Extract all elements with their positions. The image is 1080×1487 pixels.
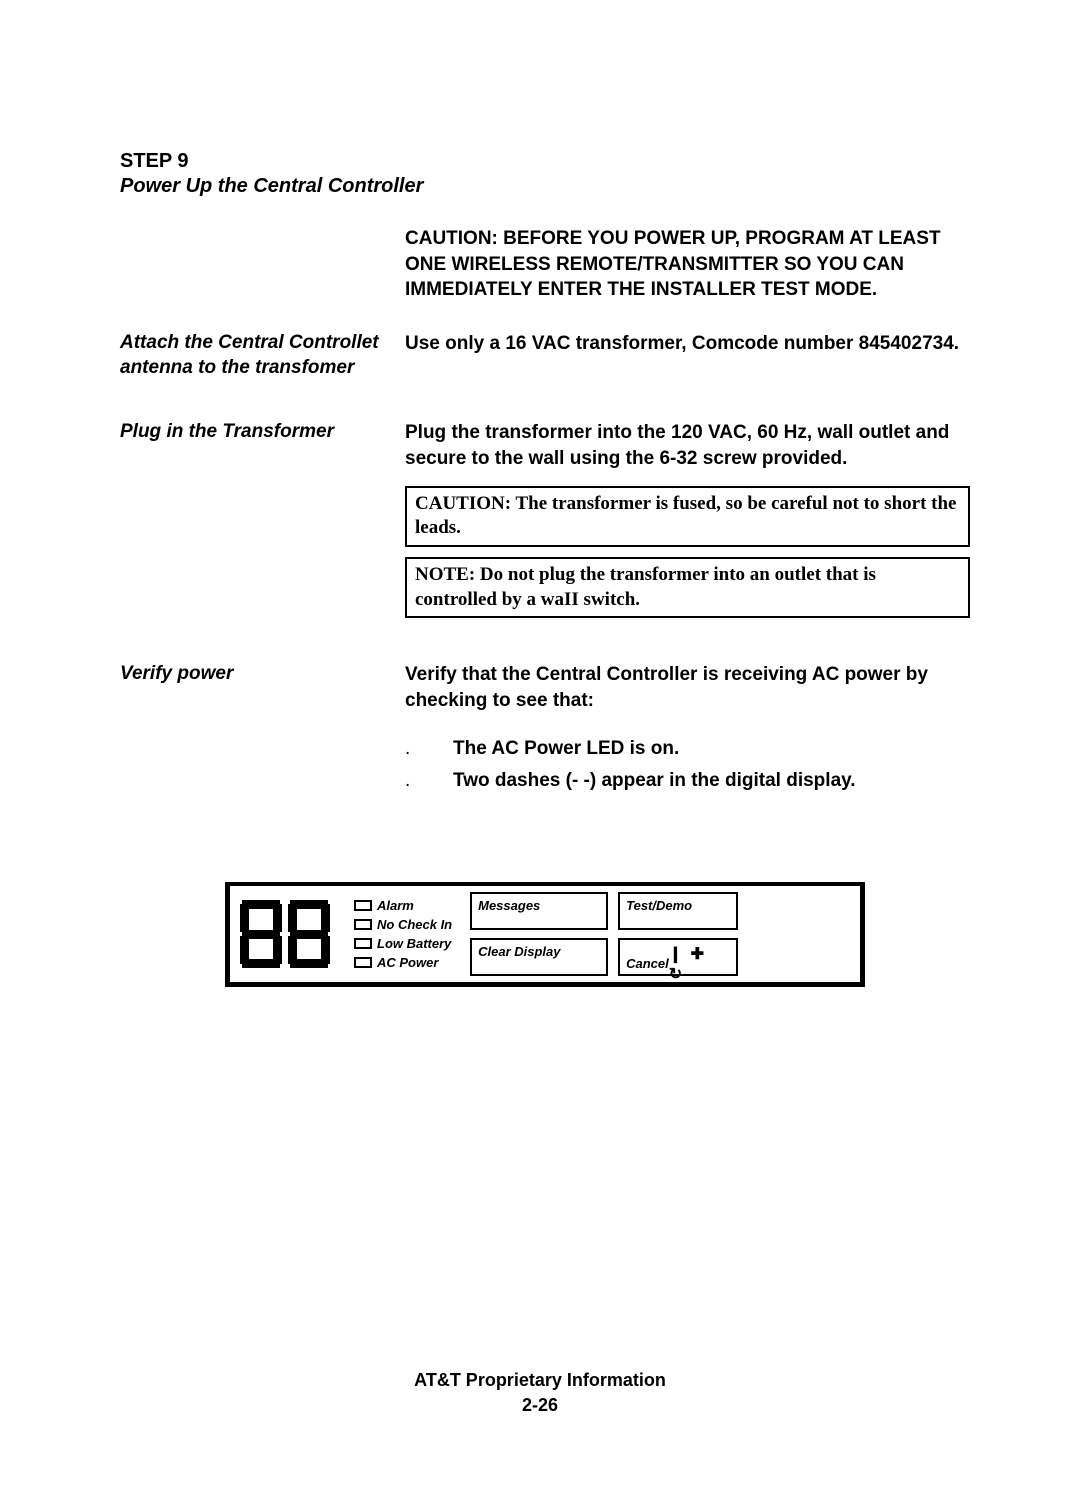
led-label: Alarm [377,898,414,913]
seven-segment-digit [288,900,330,968]
bullet-dot: . [405,770,453,792]
button-column: Messages Test/Demo Clear Display Cancel … [470,892,738,976]
led-label: AC Power [377,955,438,970]
footer-line2: 2-26 [0,1393,1080,1417]
led-label: Low Battery [377,936,451,951]
led-icon [354,957,372,968]
bullet-text: Two dashes (- -) appear in the digital d… [453,770,970,792]
caution-top: CAUTION: BEFORE YOU POWER UP, PROGRAM AT… [405,226,970,303]
page: STEP 9 Power Up the Central Controller C… [0,0,1080,1487]
led-column: Alarm No Check In Low Battery AC Power [354,898,452,970]
cancel-button[interactable]: Cancel ❙ ✚ ↻ [618,938,738,976]
verify-text: Verify that the Central Controller is re… [405,662,970,713]
testdemo-button[interactable]: Test/Demo [618,892,738,930]
plug-caution-box: CAUTION: The transformer is fused, so be… [405,486,970,547]
list-item: . Two dashes (- -) appear in the digital… [405,770,970,792]
device-inner: Alarm No Check In Low Battery AC Power M… [238,892,852,976]
cancel-glyphs-icon: ❙ ✚ ↻ [669,944,726,984]
led-row: No Check In [354,917,452,932]
messages-button[interactable]: Messages [470,892,608,930]
verify-label: Verify power [120,662,405,713]
cancel-label: Cancel [626,956,669,971]
led-row: Low Battery [354,936,452,951]
digital-display [240,900,330,968]
device-panel: Alarm No Check In Low Battery AC Power M… [225,882,865,987]
clear-display-button[interactable]: Clear Display [470,938,608,976]
seven-segment-digit [240,900,282,968]
led-icon [354,938,372,949]
led-row: AC Power [354,955,452,970]
plug-text: Plug the transformer into the 120 VAC, 6… [405,420,970,471]
verify-bullets: . The AC Power LED is on. . Two dashes (… [405,738,970,792]
footer-line1: AT&T Proprietary Information [0,1368,1080,1392]
bullet-text: The AC Power LED is on. [453,738,970,760]
led-row: Alarm [354,898,452,913]
led-icon [354,900,372,911]
verify-row: Verify power Verify that the Central Con… [120,662,970,713]
plug-text-col: Plug the transformer into the 120 VAC, 6… [405,420,970,618]
list-item: . The AC Power LED is on. [405,738,970,760]
plug-row: Plug in the Transformer Plug the transfo… [120,420,970,618]
plug-label: Plug in the Transformer [120,420,405,618]
bullet-dot: . [405,738,453,760]
page-footer: AT&T Proprietary Information 2-26 [0,1368,1080,1417]
step-heading: STEP 9 [120,150,970,173]
attach-row: Attach the Central Controllet antenna to… [120,331,970,380]
attach-text: Use only a 16 VAC transformer, Comcode n… [405,331,970,380]
led-label: No Check In [377,917,452,932]
led-icon [354,919,372,930]
step-subtitle: Power Up the Central Controller [120,175,970,198]
plug-note-box: NOTE: Do not plug the transformer into a… [405,557,970,618]
attach-label: Attach the Central Controllet antenna to… [120,331,405,380]
